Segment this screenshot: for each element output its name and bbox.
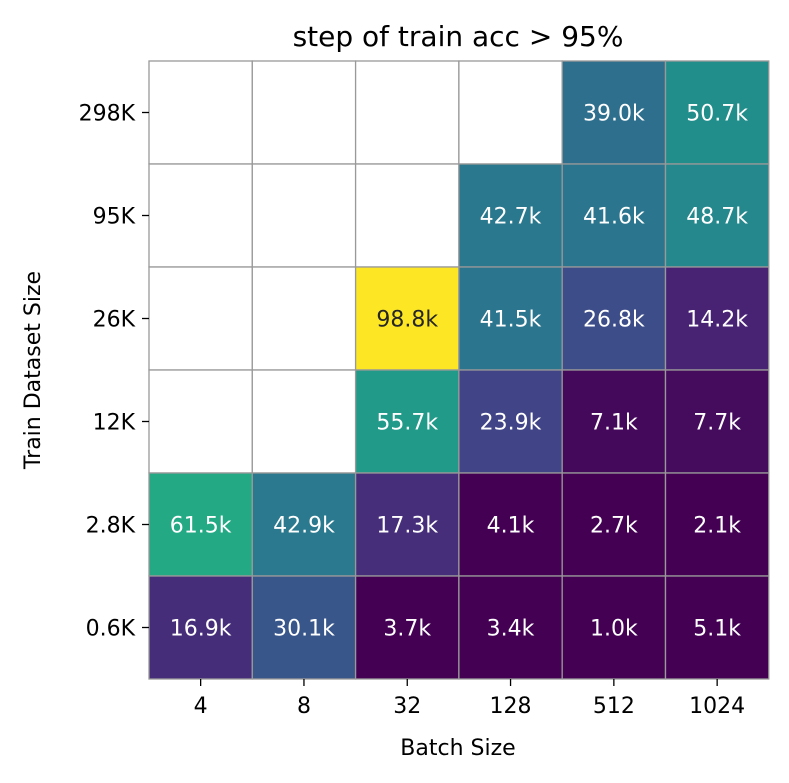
heatmap-cell-label: 17.3k <box>376 514 438 539</box>
heatmap-cell-label: 3.4k <box>487 617 535 642</box>
heatmap-cell-label: 23.9k <box>480 411 542 436</box>
heatmap-cell <box>251 163 357 268</box>
heatmap-cell <box>148 575 253 680</box>
heatmap-cell <box>664 472 770 577</box>
x-tick-label: 32 <box>393 694 421 719</box>
heatmap-cell-label: 3.7k <box>383 617 431 642</box>
heatmap-cell <box>251 266 357 371</box>
heatmap-cell-label: 7.7k <box>693 411 741 436</box>
heatmap-cell-label: 61.5k <box>170 514 232 539</box>
heatmap-cell <box>148 266 253 371</box>
x-tick-label: 8 <box>297 694 311 719</box>
heatmap-cell <box>458 575 563 680</box>
chart-title: step of train acc > 95% <box>293 20 624 53</box>
heatmap-cell <box>664 60 770 165</box>
heatmap-cell <box>561 163 667 268</box>
heatmap-cell <box>458 60 563 165</box>
heatmap-cell <box>561 266 667 371</box>
heatmap-cell-label: 41.6k <box>583 205 645 230</box>
y-axis-ticks: 298K 95K 26K 12K 2.8K 0.6K <box>79 102 149 642</box>
heatmap-cell-label: 41.5k <box>480 308 542 333</box>
y-tick-label: 12K <box>93 411 136 436</box>
heatmap-cell-label: 1.0k <box>590 617 638 642</box>
x-axis-label: Batch Size <box>400 736 515 761</box>
heatmap-cell-label: 98.8k <box>376 308 438 333</box>
heatmap-cell <box>664 369 770 474</box>
y-axis-label: Train Dataset Size <box>21 271 46 470</box>
heatmap-cell <box>561 369 667 474</box>
heatmap-cell <box>354 266 460 371</box>
heatmap-cell <box>251 369 357 474</box>
heatmap-cell-label: 5.1k <box>693 617 741 642</box>
heatmap-cell <box>561 472 667 577</box>
heatmap-cell <box>148 163 253 268</box>
heatmap-cell-label: 2.1k <box>693 514 741 539</box>
y-tick-label: 2.8K <box>86 514 136 539</box>
y-tick-label: 95K <box>93 205 136 230</box>
heatmap-cell <box>148 60 253 165</box>
heatmap-cell <box>148 472 253 577</box>
heatmap-cell-label: 26.8k <box>583 308 645 333</box>
heatmap-cell <box>561 60 667 165</box>
heatmap-cell <box>251 575 357 680</box>
heatmap-cells <box>148 60 770 680</box>
heatmap-cell <box>664 163 770 268</box>
y-tick-label: 0.6K <box>86 617 136 642</box>
heatmap-cell-label: 7.1k <box>590 411 638 436</box>
heatmap-cell <box>664 575 770 680</box>
heatmap-cell-label: 30.1k <box>273 617 335 642</box>
heatmap-cell-label: 48.7k <box>686 205 748 230</box>
x-tick-label: 512 <box>593 694 635 719</box>
heatmap-cell <box>354 60 460 165</box>
heatmap-cell-label: 4.1k <box>487 514 535 539</box>
heatmap-cell-label: 42.7k <box>480 205 542 230</box>
heatmap-cell-label: 14.2k <box>686 308 748 333</box>
heatmap-cell <box>148 369 253 474</box>
heatmap-cell <box>354 163 460 268</box>
heatmap-cell <box>251 60 357 165</box>
heatmap-cell-label: 39.0k <box>583 102 645 127</box>
heatmap-cell <box>458 163 563 268</box>
heatmap-cell-label: 42.9k <box>273 514 335 539</box>
x-tick-label: 128 <box>490 694 532 719</box>
x-tick-label: 4 <box>194 694 208 719</box>
x-axis-ticks: 4 8 32 128 512 1024 <box>194 679 745 719</box>
y-tick-label: 298K <box>79 102 136 127</box>
y-tick-label: 26K <box>93 308 136 333</box>
heatmap-cell <box>458 472 563 577</box>
heatmap-cell <box>354 472 460 577</box>
heatmap-cell <box>354 369 460 474</box>
heatmap-cell-label: 55.7k <box>376 411 438 436</box>
heatmap-cell-label: 2.7k <box>590 514 638 539</box>
heatmap-cell-labels: 39.0k 50.7k 42.7k 41.6k 48.7k 98.8k 41.5k 26.8k… <box>170 102 748 642</box>
heatmap-cell <box>354 575 460 680</box>
heatmap-cell-label: 16.9k <box>170 617 232 642</box>
heatmap-cell-label: 50.7k <box>686 102 748 127</box>
x-tick-label: 1024 <box>689 694 745 719</box>
